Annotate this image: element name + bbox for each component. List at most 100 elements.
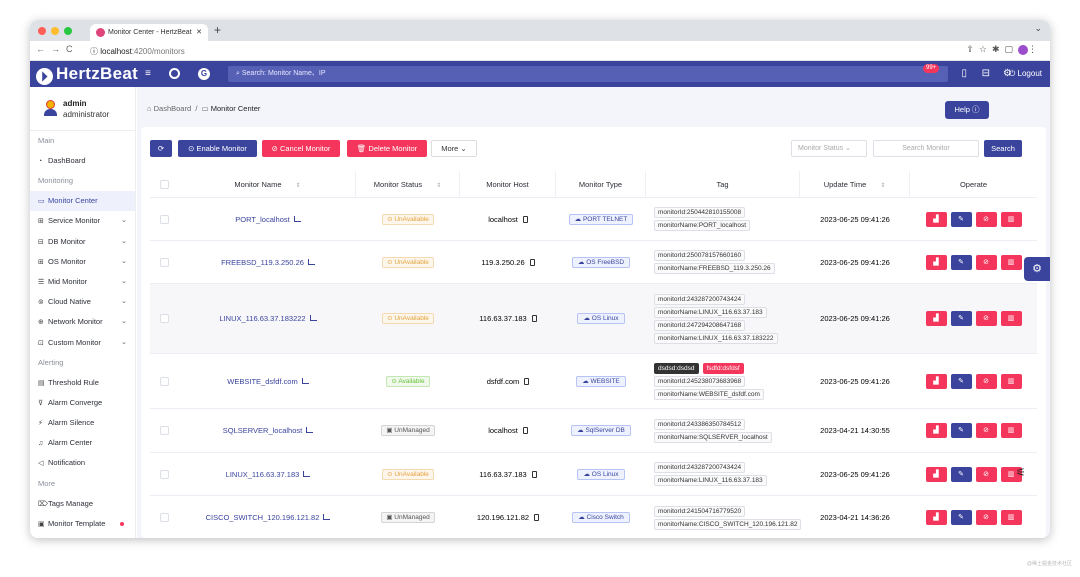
sidebar-item-monitor-center[interactable]: ▭ Monitor Center	[30, 191, 135, 212]
sidebar-item-dashboard[interactable]: ◔ DashBoard	[30, 151, 135, 171]
chevron-down-icon[interactable]: ⌄	[121, 318, 127, 326]
search-monitor-input[interactable]: Search Monitor	[873, 140, 979, 157]
col-update-time[interactable]: Update Time ⇕	[800, 171, 910, 198]
chart-button[interactable]: ▟	[925, 254, 947, 270]
github-icon[interactable]	[169, 68, 180, 79]
tab-list-icon[interactable]: ⌄	[1034, 23, 1042, 33]
chart-icon[interactable]	[306, 427, 314, 433]
search-button[interactable]: Search	[984, 140, 1022, 157]
sidebar-item-os-monitor[interactable]: ⊞ OS Monitor ⌄	[30, 252, 135, 272]
chart-icon[interactable]	[309, 315, 317, 321]
table-row[interactable]: WEBSITE_dsfdf.com ⊙ Available dsfdf.com ☁ W…	[150, 354, 1037, 409]
edit-button[interactable]: ✎	[950, 466, 972, 482]
toggle-monitor-button[interactable]: ⊘	[975, 254, 997, 270]
toggle-monitor-button[interactable]: ⊘	[975, 311, 997, 326]
table-row[interactable]: CISCO_SWITCH_120.196.121.82 ▣ UnManaged 12…	[150, 496, 1037, 538]
chart-button[interactable]: ▟	[925, 311, 947, 326]
chevron-down-icon[interactable]: ⌄	[121, 298, 127, 306]
sidebar-item-network-monitor[interactable]: ⊕ Network Monitor ⌄	[30, 312, 135, 332]
gitee-icon[interactable]: G	[198, 68, 210, 80]
row-checkbox[interactable]	[160, 469, 169, 479]
delete-button[interactable]: ▥	[1000, 311, 1022, 326]
logo[interactable]: ⏵ HertzBeat	[36, 64, 138, 85]
delete-button[interactable]: ▥	[1000, 373, 1022, 389]
sidebar-item-threshold-rule[interactable]: ▤ Threshold Rule	[30, 373, 135, 393]
row-checkbox[interactable]	[160, 426, 169, 435]
toggle-monitor-button[interactable]: ⊘	[975, 211, 997, 227]
delete-button[interactable]: ▥	[1000, 423, 1022, 438]
edit-button[interactable]: ✎	[950, 311, 972, 326]
table-row[interactable]: FREEBSD_119.3.250.26 ⊙ UnAvailable 119.3.2…	[150, 241, 1037, 284]
sidebar-item-custom-monitor[interactable]: ⊡ Custom Monitor ⌄	[30, 333, 135, 353]
chart-icon[interactable]	[301, 377, 309, 384]
toggle-monitor-button[interactable]: ⊘	[975, 510, 997, 525]
edit-button[interactable]: ✎	[950, 510, 972, 525]
monitor-name-link[interactable]: LINUX_116.63.37.183222	[219, 314, 317, 323]
maximize-window-icon[interactable]	[64, 27, 72, 35]
chart-icon[interactable]	[293, 215, 301, 222]
col-monitor-status[interactable]: Monitor Status ⇕	[356, 171, 460, 198]
delete-monitor-button[interactable]: 🗑 Delete Monitor	[347, 140, 427, 157]
sidebar-item-service-monitor[interactable]: ⊞ Service Monitor ⌄	[30, 211, 135, 231]
sidebar-item-tags-manage[interactable]: ⌦Tags Manage	[30, 494, 135, 514]
chart-button[interactable]: ▟	[925, 423, 947, 438]
delete-button[interactable]: ▥	[1000, 466, 1022, 482]
settings-drawer-icon[interactable]: ⚙	[1024, 257, 1050, 281]
row-checkbox[interactable]	[160, 314, 169, 323]
chevron-down-icon[interactable]: ⌄	[121, 257, 127, 265]
header-search-input[interactable]: ⌕ Search: Monitor Name、IP	[228, 66, 948, 82]
copy-icon[interactable]	[534, 514, 540, 521]
browser-tab[interactable]: Monitor Center - HertzBeat ✕	[90, 24, 208, 41]
edit-button[interactable]: ✎	[950, 423, 972, 438]
sort-icon[interactable]: ⇕	[295, 183, 301, 189]
row-checkbox[interactable]	[160, 214, 169, 224]
help-button[interactable]: Help ⓘ	[945, 101, 989, 119]
chevron-down-icon[interactable]: ⌄	[121, 237, 127, 245]
copy-icon[interactable]	[522, 215, 528, 223]
chart-button[interactable]: ▟	[925, 510, 947, 525]
toggle-monitor-button[interactable]: ⊘	[975, 373, 997, 389]
chevron-down-icon[interactable]: ⌄	[121, 217, 127, 225]
sidebar-item-alarm-converge[interactable]: ⊽ Alarm Converge	[30, 393, 135, 413]
sidebar-item-db-monitor[interactable]: ⊟ DB Monitor ⌄	[30, 232, 135, 252]
monitor-name-link[interactable]: PORT_localhost	[235, 215, 301, 224]
nav-buttons-icon[interactable]: ←→C	[36, 44, 79, 54]
copy-icon[interactable]	[531, 315, 537, 322]
sort-icon[interactable]: ⇕	[436, 183, 442, 189]
chart-icon[interactable]	[307, 258, 315, 265]
chart-icon[interactable]	[303, 470, 311, 477]
close-window-icon[interactable]	[38, 27, 46, 35]
logout-button[interactable]: ⏻ Logout	[1008, 69, 1042, 78]
copy-icon[interactable]	[522, 427, 528, 434]
minimize-window-icon[interactable]	[51, 27, 59, 35]
new-tab-icon[interactable]: +	[214, 23, 222, 37]
sidebar-item-monitor-template[interactable]: ▣ Monitor Template	[30, 514, 135, 534]
toggle-monitor-button[interactable]: ⊘	[975, 423, 997, 438]
notification-bell-icon[interactable]: ▯	[961, 68, 967, 79]
col-monitor-name[interactable]: Monitor Name ⇕	[180, 171, 356, 198]
sidebar-item-alarm-silence[interactable]: ⚡ Alarm Silence	[30, 413, 135, 433]
edit-button[interactable]: ✎	[950, 373, 972, 389]
sidebar-item-alarm-center[interactable]: ♫ Alarm Center	[30, 433, 135, 453]
enable-monitor-button[interactable]: ⊙ Enable Monitor	[178, 140, 257, 157]
chevron-down-icon[interactable]: ⌄	[121, 277, 127, 285]
delete-button[interactable]: ▥	[1000, 254, 1022, 270]
delete-button[interactable]: ▥	[1000, 211, 1022, 227]
table-row[interactable]: LINUX_116.63.37.183222 ⊙ UnAvailable 116.6…	[150, 284, 1037, 354]
monitor-name-link[interactable]: LINUX_116.63.37.183	[226, 470, 311, 479]
browser-actions-icon[interactable]: ⇪☆✱▢ ⋮	[966, 44, 1042, 55]
chevron-down-icon[interactable]: ⌄	[121, 338, 127, 346]
chart-button[interactable]: ▟	[925, 211, 947, 227]
chart-button[interactable]: ▟	[925, 373, 947, 389]
sidebar-item-notification[interactable]: ◁ Notification	[30, 453, 135, 473]
breadcrumb-home[interactable]: DashBoard	[153, 104, 192, 113]
more-dropdown[interactable]: More ⌄	[431, 140, 477, 157]
profile-icon[interactable]	[1018, 44, 1028, 55]
monitor-name-link[interactable]: SQLSERVER_localhost	[223, 426, 314, 435]
monitor-name-link[interactable]: WEBSITE_dsfdf.com	[227, 377, 309, 386]
monitor-name-link[interactable]: CISCO_SWITCH_120.196.121.82	[206, 513, 331, 522]
toggle-monitor-button[interactable]: ⊘	[975, 466, 997, 482]
monitor-name-link[interactable]: FREEBSD_119.3.250.26	[221, 258, 315, 267]
monitor-status-select[interactable]: Monitor Status ⌄	[791, 140, 867, 157]
settings-gear-icon[interactable]: ⚙	[1003, 68, 1012, 79]
